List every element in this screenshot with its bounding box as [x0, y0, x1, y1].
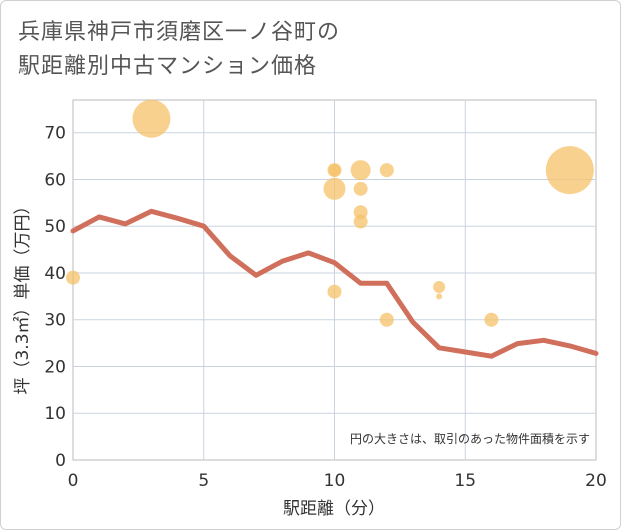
- trend-series: [70, 208, 599, 359]
- bubble-point: [327, 284, 342, 299]
- title-line-2: 駅距離別中古マンション価格: [18, 54, 318, 79]
- y-tick-label: 20: [44, 357, 66, 377]
- bubble-point: [379, 163, 394, 178]
- bubble-point: [350, 160, 371, 181]
- y-tick-label: 50: [44, 217, 66, 237]
- bubble-point: [132, 99, 171, 138]
- y-tick-label: 10: [44, 404, 66, 424]
- x-tick-label: 0: [68, 471, 79, 491]
- x-tick-label: 15: [454, 471, 476, 491]
- x-tick-label: 10: [324, 471, 346, 491]
- y-tick-label: 0: [55, 451, 66, 471]
- bubble-point: [353, 214, 368, 229]
- y-tick-label: 40: [44, 264, 66, 284]
- chart-title: 兵庫県神戸市須磨区一ノ谷町の 駅距離別中古マンション価格: [18, 16, 598, 84]
- bubble-point: [66, 270, 80, 285]
- x-tick-label: 5: [198, 471, 209, 491]
- y-tick-labels: 0 10 20 30 40 50 60 70: [44, 124, 66, 471]
- bubble-point: [484, 312, 499, 327]
- title-line-1: 兵庫県神戸市須磨区一ノ谷町の: [18, 20, 341, 45]
- bubble-point: [353, 181, 368, 196]
- bubble-point: [328, 164, 341, 177]
- bubble-point: [379, 312, 394, 327]
- bubble-series: [66, 99, 594, 327]
- y-tick-label: 70: [44, 124, 66, 144]
- size-annotation: 円の大きさは、取引のあった物件面積を示す: [350, 431, 590, 446]
- y-tick-label: 30: [44, 311, 66, 331]
- bubble-point: [436, 293, 443, 300]
- bubble-point: [545, 146, 594, 195]
- bubble-point: [323, 177, 346, 200]
- bubble-point: [433, 281, 446, 294]
- x-tick-label: 20: [585, 471, 607, 491]
- y-tick-label: 60: [44, 170, 66, 190]
- trend-line: [70, 208, 599, 359]
- y-axis-label: 坪（3.3㎡）単価（万円）: [13, 197, 33, 394]
- x-axis-label: 駅距離（分）: [283, 499, 385, 519]
- x-tick-labels: 0 5 10 15 20: [68, 471, 607, 491]
